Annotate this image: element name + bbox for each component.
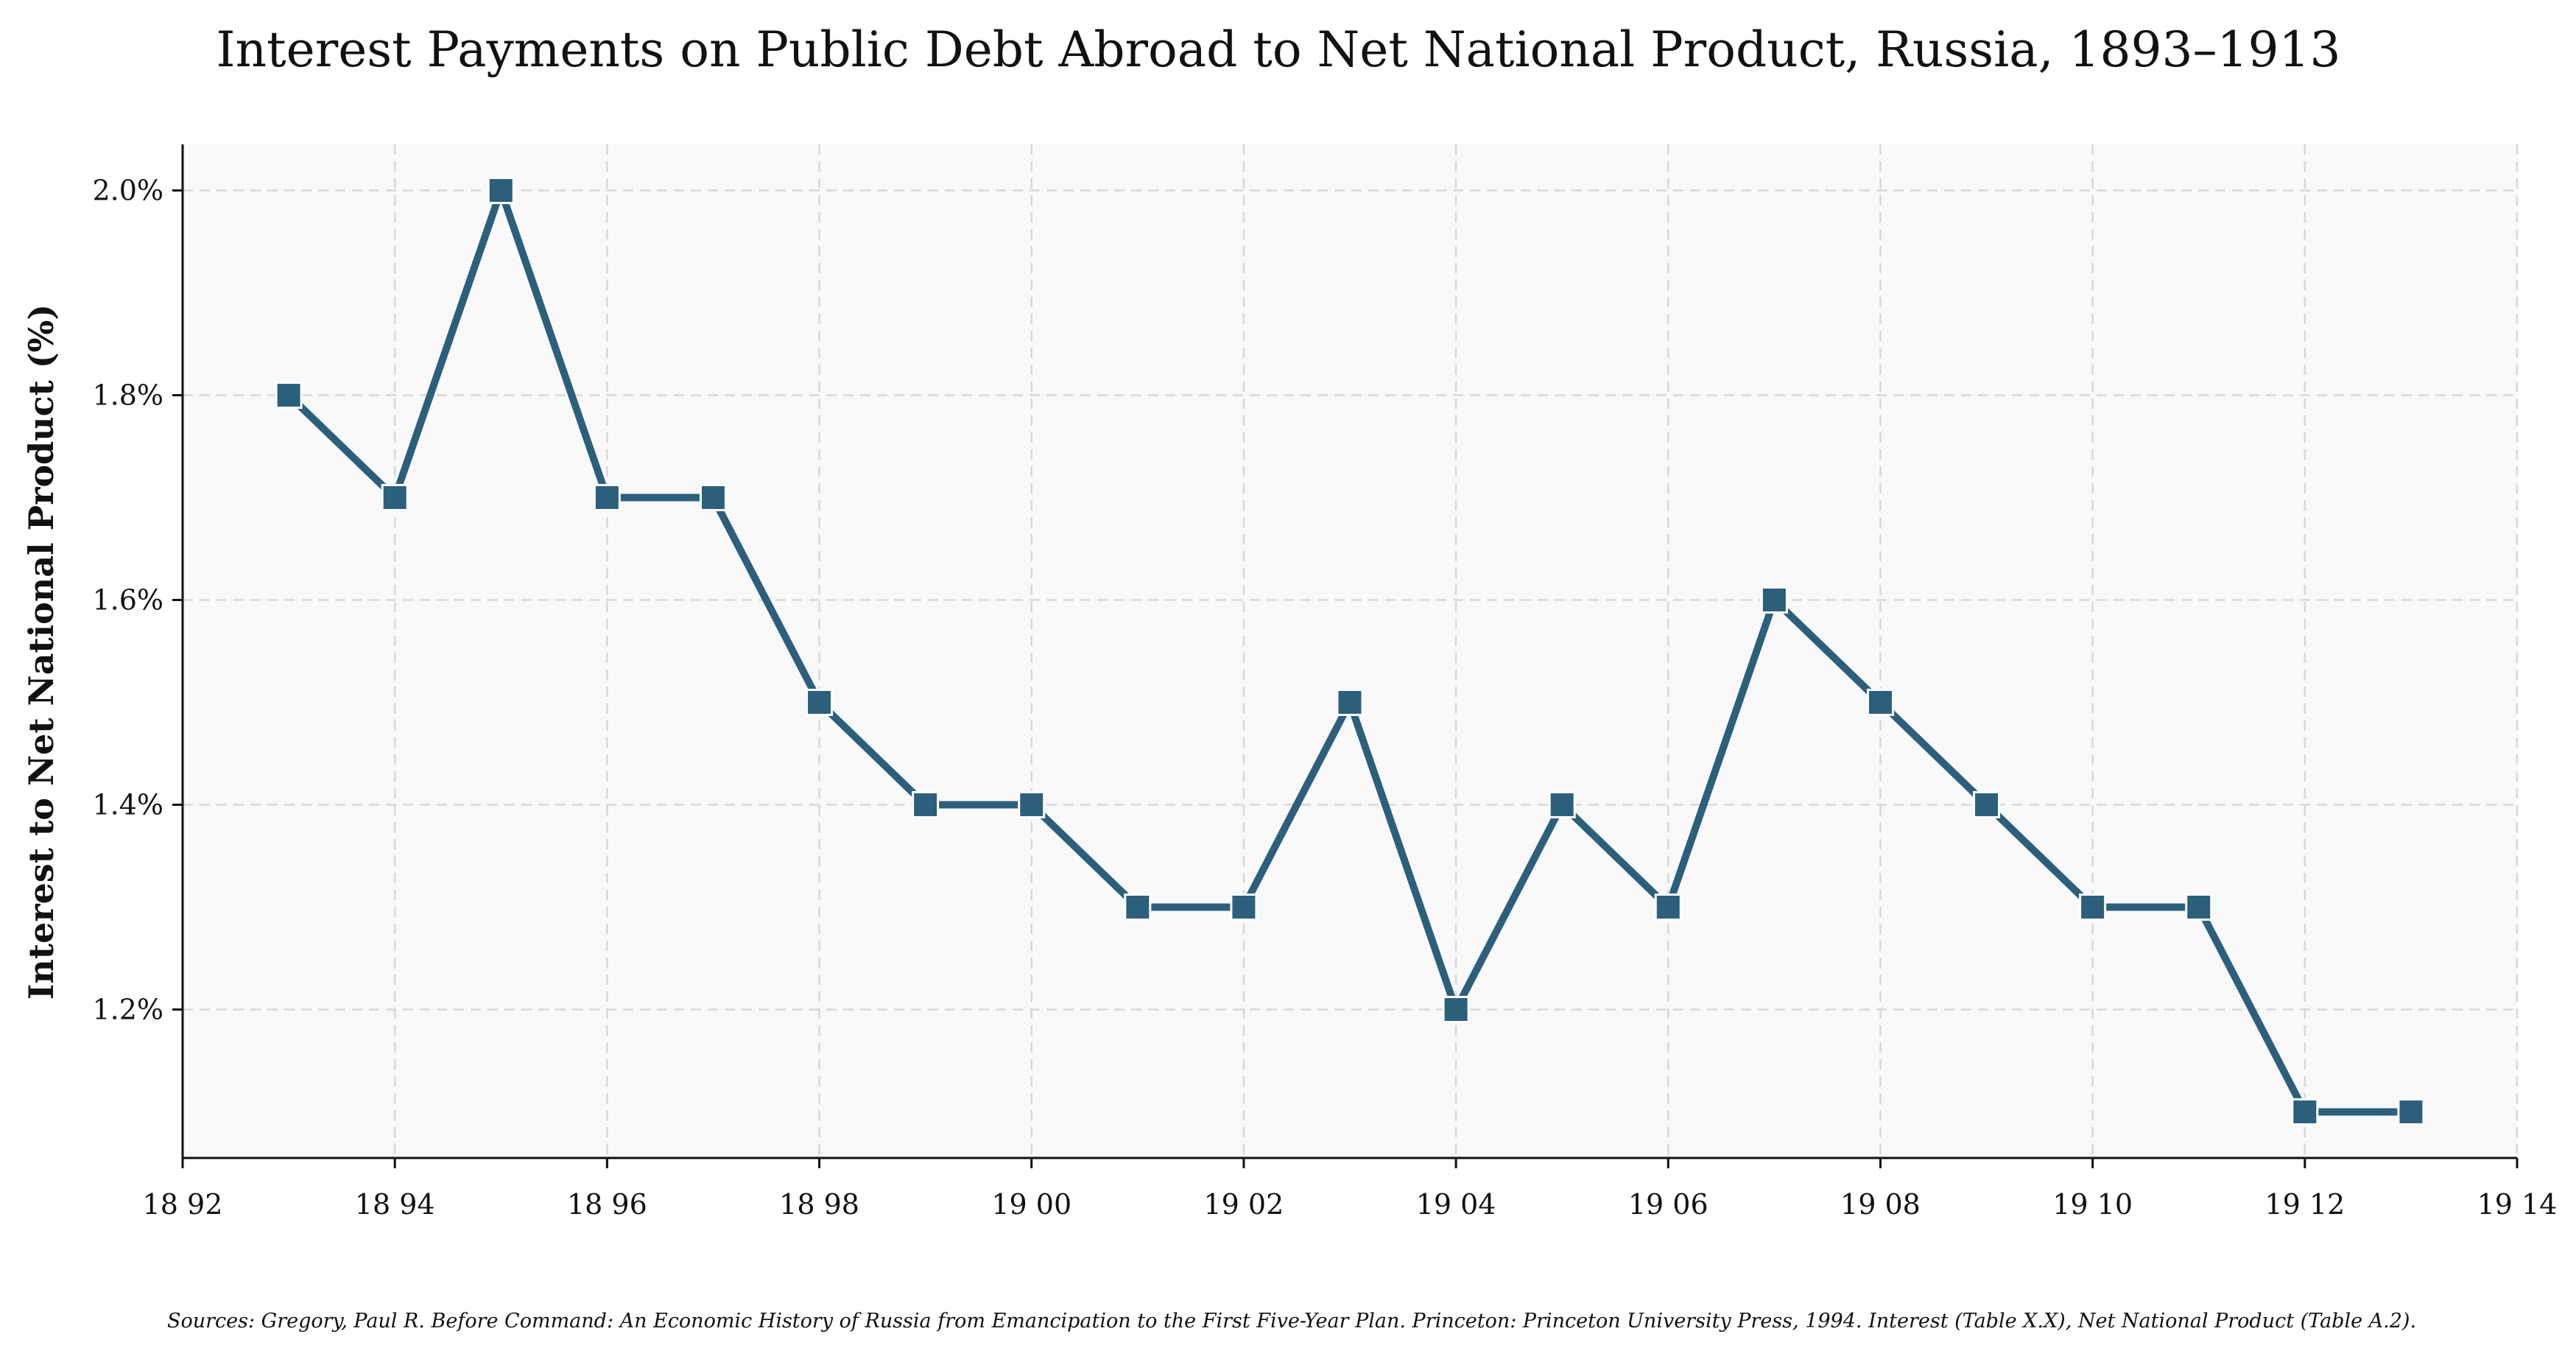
data-point-marker — [912, 790, 940, 818]
y-tick-label: 1.8% — [92, 379, 163, 412]
data-point-marker — [2291, 1098, 2319, 1126]
x-tick-label: 19 14 — [2477, 1188, 2558, 1221]
plot-background — [183, 144, 2517, 1158]
data-point-marker — [381, 484, 409, 512]
x-tick-label: 19 10 — [2052, 1188, 2133, 1221]
x-tick-label: 19 04 — [1416, 1188, 1496, 1221]
y-tick-label: 1.6% — [92, 584, 163, 617]
data-point-marker — [1654, 893, 1682, 921]
data-point-marker — [275, 382, 303, 410]
x-tick-label: 18 98 — [779, 1188, 859, 1221]
data-point-marker — [1230, 893, 1258, 921]
x-tick-label: 19 08 — [1840, 1188, 1921, 1221]
data-point-marker — [1018, 790, 1046, 818]
data-point-marker — [1548, 790, 1576, 818]
data-point-marker — [2079, 893, 2107, 921]
x-tick-label: 19 00 — [991, 1188, 1071, 1221]
data-point-marker — [1336, 688, 1364, 716]
data-point-marker — [1760, 586, 1788, 614]
x-tick-label: 18 92 — [143, 1188, 223, 1221]
y-tick-label: 1.4% — [92, 788, 163, 821]
data-point-marker — [699, 484, 727, 512]
data-point-marker — [1124, 893, 1152, 921]
y-tick-label: 2.0% — [92, 175, 163, 207]
x-tick-label: 18 94 — [355, 1188, 435, 1221]
data-point-marker — [1866, 688, 1894, 716]
y-tick-label: 1.2% — [92, 993, 163, 1025]
data-point-marker — [1973, 790, 2001, 818]
x-tick-label: 19 06 — [1628, 1188, 1708, 1221]
data-point-marker — [2397, 1098, 2425, 1126]
y-axis-label: Interest to Net National Product (%) — [21, 304, 61, 1000]
data-point-marker — [1442, 995, 1470, 1023]
data-point-marker — [593, 484, 621, 512]
data-point-marker — [806, 688, 834, 716]
data-point-marker — [487, 177, 515, 205]
chart-title: Interest Payments on Public Debt Abroad … — [217, 21, 2341, 78]
x-tick-label: 19 12 — [2264, 1188, 2345, 1221]
x-tick-label: 19 02 — [1204, 1188, 1284, 1221]
data-point-marker — [2185, 893, 2213, 921]
source-note: Sources: Gregory, Paul R. Before Command… — [167, 1310, 2416, 1333]
plot-area: 18 92 18 94 18 96 18 98 19 00 19 02 19 04 19 06… — [92, 144, 2557, 1221]
x-tick-label: 18 96 — [567, 1188, 647, 1221]
